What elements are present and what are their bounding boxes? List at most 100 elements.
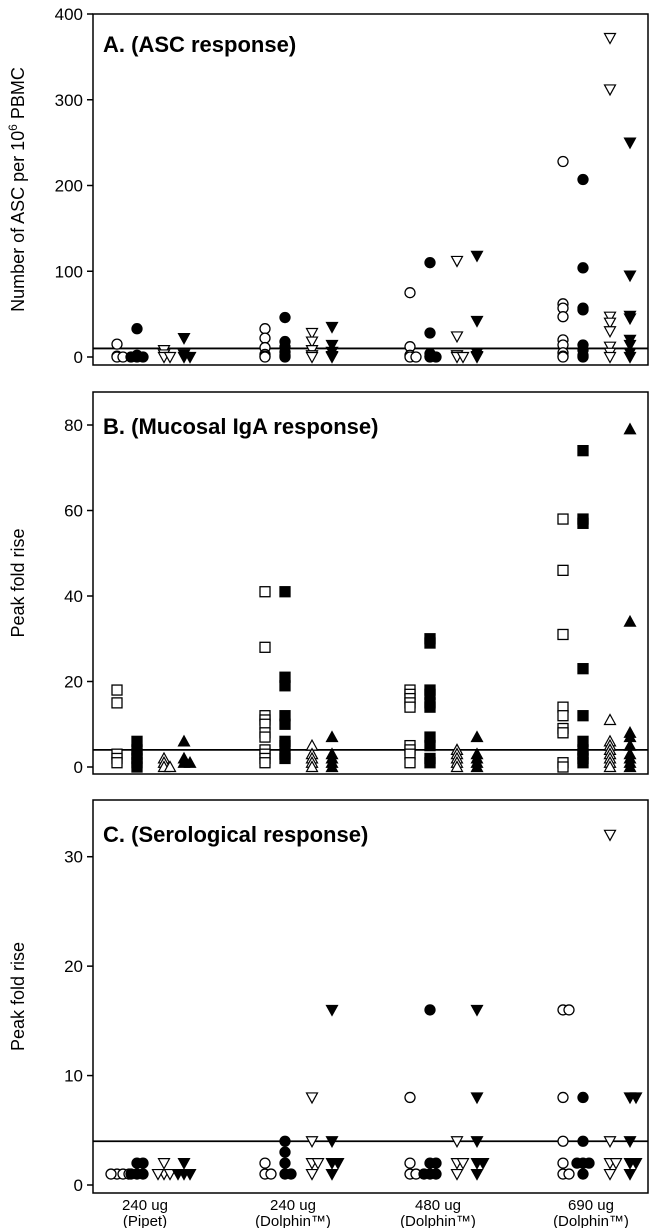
data-point <box>557 710 569 722</box>
data-point <box>470 1004 484 1017</box>
data-point <box>111 338 123 350</box>
data-point <box>577 663 589 675</box>
data-point <box>603 351 617 364</box>
data-point <box>279 311 291 324</box>
data-point <box>279 680 291 692</box>
data-point <box>623 422 637 435</box>
data-point <box>418 1168 430 1180</box>
y-tick-label: 20 <box>64 957 83 976</box>
data-point <box>404 1157 416 1169</box>
data-point <box>470 1092 484 1105</box>
data-point <box>571 1157 583 1169</box>
data-point <box>305 327 319 340</box>
data-point <box>137 1168 149 1180</box>
data-point <box>603 713 617 726</box>
series-triangle-down-filled <box>171 1004 643 1181</box>
x-category-label-line2: (Dolphin™) <box>400 1213 476 1228</box>
series-triangle-up-open <box>157 713 617 773</box>
panel-title: A. (ASC response) <box>103 32 296 57</box>
data-point <box>557 351 569 363</box>
data-point <box>424 257 436 269</box>
data-point <box>563 1168 575 1180</box>
series-triangle-down-filled <box>177 137 637 364</box>
series-circle-open <box>111 155 569 363</box>
data-point <box>557 727 569 739</box>
data-point <box>424 1004 436 1016</box>
y-tick-label: 100 <box>55 262 83 281</box>
data-point <box>603 311 617 324</box>
data-point <box>404 1091 416 1104</box>
data-point <box>177 1158 191 1170</box>
data-point <box>629 1158 643 1170</box>
data-point <box>557 513 569 525</box>
plot-frame <box>92 799 649 1194</box>
data-point <box>603 341 617 354</box>
data-point <box>404 287 416 299</box>
data-point <box>410 351 422 363</box>
data-point <box>279 1146 291 1158</box>
x-axis-category-labels: 240 ug(Pipet)240 ug(Dolphin™)480 ug(Dolp… <box>122 1197 629 1228</box>
data-point <box>151 1168 165 1181</box>
data-point <box>456 1158 470 1170</box>
data-point <box>430 351 442 363</box>
data-point <box>430 1157 442 1169</box>
data-point <box>629 1092 643 1105</box>
y-tick-label: 60 <box>64 502 83 521</box>
data-point <box>557 155 569 168</box>
data-point <box>424 757 436 769</box>
data-point <box>450 1168 464 1181</box>
data-point <box>603 317 617 330</box>
data-point <box>557 564 569 576</box>
panel-c: 0 10 20 30 C. (Serological response) Peak fol… <box>8 799 649 1195</box>
data-point <box>424 701 436 713</box>
data-point <box>125 1168 137 1180</box>
data-point <box>623 270 637 283</box>
data-point <box>623 313 637 326</box>
data-point <box>325 730 339 743</box>
data-point <box>311 1158 325 1170</box>
y-tick-label: 0 <box>74 348 83 367</box>
series-circle-filled <box>125 1004 595 1180</box>
data-point <box>623 351 637 364</box>
y-tick-label: 30 <box>64 848 83 867</box>
x-category-label-line1: 240 ug <box>122 1197 168 1214</box>
data-point <box>577 710 589 722</box>
data-point <box>163 1168 177 1181</box>
data-point <box>577 444 589 457</box>
panel-a: 0 100 200 300 400 A. (ASC response) Number of … <box>6 5 649 367</box>
series-square-open <box>111 513 569 773</box>
data-point <box>157 1158 171 1170</box>
data-point <box>577 757 589 769</box>
data-point <box>171 1168 185 1181</box>
data-point <box>577 351 589 363</box>
data-point <box>183 351 197 364</box>
x-category-label-line2: (Pipet) <box>123 1213 167 1228</box>
data-point <box>603 326 617 339</box>
data-point <box>259 332 271 344</box>
data-point <box>105 1168 117 1180</box>
data-point <box>557 628 569 641</box>
data-point <box>623 614 637 627</box>
data-point <box>325 321 339 334</box>
data-point <box>305 336 319 349</box>
data-point <box>583 1157 595 1169</box>
y-tick-label: 80 <box>64 416 83 435</box>
series-circle-open <box>105 1004 575 1180</box>
x-category-label-line1: 240 ug <box>270 1197 316 1214</box>
data-point <box>279 1135 291 1147</box>
data-point <box>470 730 484 743</box>
data-point <box>163 760 177 773</box>
data-point <box>450 255 464 268</box>
data-point <box>577 262 589 274</box>
y-tick-label: 10 <box>64 1067 83 1086</box>
data-point <box>279 351 291 363</box>
data-point <box>259 1157 271 1169</box>
data-point <box>603 829 617 842</box>
y-tick-label: 0 <box>74 1176 83 1195</box>
data-point <box>404 757 416 769</box>
series-triangle-down-open <box>157 32 617 364</box>
data-point <box>111 697 123 709</box>
data-point <box>563 1004 575 1016</box>
data-point <box>259 323 271 335</box>
data-point <box>137 351 149 363</box>
